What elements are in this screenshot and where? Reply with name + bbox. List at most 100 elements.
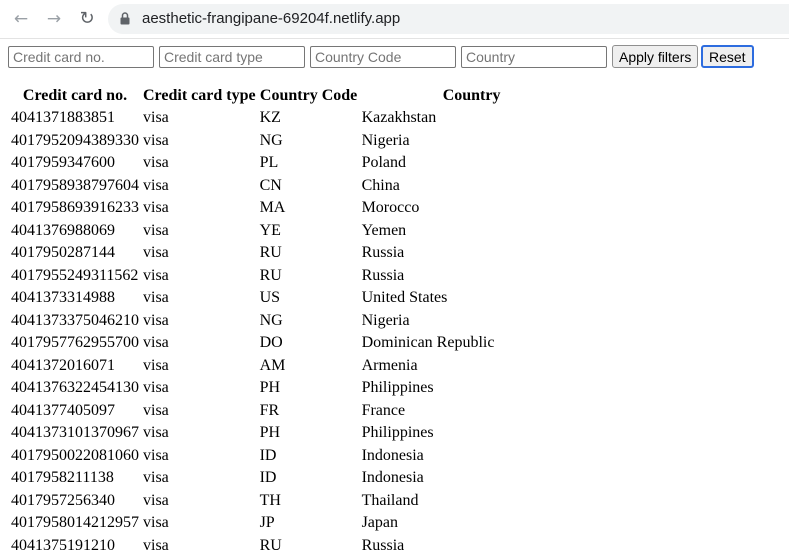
country-code-cell: NG [259,310,359,333]
arrow-right-icon[interactable]: → [43,8,65,30]
header-country: Country [361,85,583,107]
country-code-cell: NG [259,130,359,153]
card-number-cell: 4041372016071 [10,355,140,378]
country-cell: Morocco [361,197,583,220]
card-number-cell: 4041376322454130 [10,377,140,400]
header-country-code: Country Code [259,85,359,107]
country-cell: United States [361,287,583,310]
header-credit-card-no: Credit card no. [10,85,140,107]
card-number-cell: 4017958938797604 [10,175,140,198]
card-type-cell: visa [142,377,257,400]
card-type-filter-input[interactable] [159,46,305,68]
card-type-cell: visa [142,175,257,198]
card-type-cell: visa [142,490,257,513]
country-cell: Nigeria [361,310,583,333]
country-cell: Poland [361,152,583,175]
card-number-cell: 4041376988069 [10,220,140,243]
country-code-filter-input[interactable] [310,46,456,68]
country-cell: Japan [361,512,583,535]
credit-card-table: Credit card no. Credit card type Country… [8,85,585,557]
country-code-cell: YE [259,220,359,243]
card-number-cell: 4017955249311562 [10,265,140,288]
lock-icon [120,12,130,25]
country-code-cell: FR [259,400,359,423]
country-cell: Russia [361,242,583,265]
card-number-cell: 4041377405097 [10,400,140,423]
reset-button[interactable]: Reset [701,45,754,68]
card-type-cell: visa [142,332,257,355]
card-type-cell: visa [142,130,257,153]
country-code-cell: PL [259,152,359,175]
table-header-row: Credit card no. Credit card type Country… [10,85,583,107]
country-cell: Russia [361,265,583,288]
card-type-cell: visa [142,242,257,265]
card-type-cell: visa [142,355,257,378]
country-code-cell: RU [259,265,359,288]
country-cell: Philippines [361,377,583,400]
card-number-cell: 4041371883851 [10,107,140,130]
country-code-cell: US [259,287,359,310]
country-cell: Indonesia [361,445,583,468]
card-type-cell: visa [142,220,257,243]
card-number-cell: 4041375191210 [10,535,140,557]
arrow-left-icon[interactable]: ← [10,8,32,30]
card-number-cell: 4017952094389330 [10,130,140,153]
filter-bar: Apply filters Reset [0,44,789,70]
url-text: aesthetic-frangipane-69204f.netlify.app [142,10,400,28]
country-code-cell: MA [259,197,359,220]
card-type-cell: visa [142,422,257,445]
card-type-cell: visa [142,535,257,557]
address-bar[interactable]: aesthetic-frangipane-69204f.netlify.app [108,4,789,34]
card-type-cell: visa [142,512,257,535]
card-number-cell: 4017959347600 [10,152,140,175]
card-number-cell: 4017958211138 [10,467,140,490]
country-cell: Armenia [361,355,583,378]
card-number-cell: 4017957762955700 [10,332,140,355]
card-type-cell: visa [142,287,257,310]
card-type-cell: visa [142,197,257,220]
country-cell: Philippines [361,422,583,445]
card-number-cell: 4017950287144 [10,242,140,265]
card-type-cell: visa [142,310,257,333]
country-code-cell: KZ [259,107,359,130]
country-cell: France [361,400,583,423]
country-code-cell: PH [259,377,359,400]
card-number-filter-input[interactable] [8,46,154,68]
country-code-cell: TH [259,490,359,513]
reload-icon[interactable]: ↻ [76,8,98,30]
country-code-cell: RU [259,242,359,265]
country-cell: Yemen [361,220,583,243]
country-cell: Nigeria [361,130,583,153]
header-credit-card-type: Credit card type [142,85,257,107]
card-type-cell: visa [142,152,257,175]
country-code-cell: CN [259,175,359,198]
country-cell: Kazakhstan [361,107,583,130]
card-type-cell: visa [142,400,257,423]
country-cell: Indonesia [361,467,583,490]
browser-toolbar: ← → ↻ aesthetic-frangipane-69204f.netlif… [0,0,789,39]
country-cell: Dominican Republic [361,332,583,355]
apply-filters-button[interactable]: Apply filters [612,45,698,68]
card-number-cell: 4017958014212957 [10,512,140,535]
country-filter-input[interactable] [461,46,607,68]
card-number-cell: 4017957256340 [10,490,140,513]
card-type-cell: visa [142,445,257,468]
card-type-cell: visa [142,107,257,130]
card-number-cell: 4041373314988 [10,287,140,310]
country-cell: Russia [361,535,583,557]
